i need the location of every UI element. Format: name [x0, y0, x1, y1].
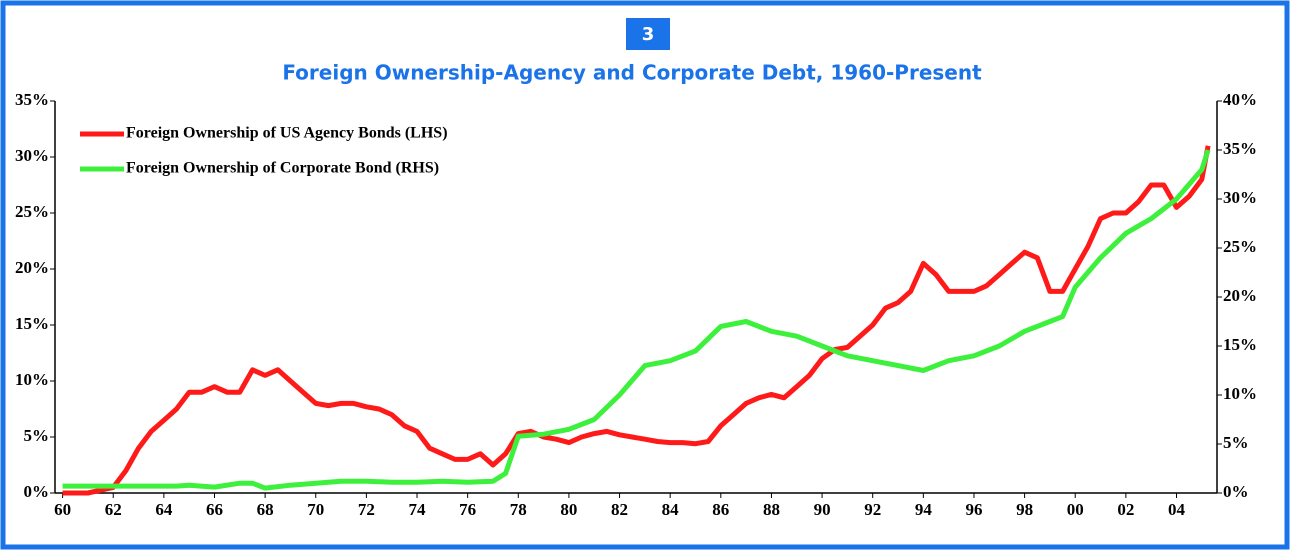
y-tick-label: 15%: [15, 314, 49, 333]
y-tick-label: 10%: [15, 370, 49, 389]
data-line: [62, 149, 1211, 491]
y-tick-label: 25%: [15, 202, 49, 221]
x-tick-label: 80: [560, 500, 577, 519]
x-tick-label: 68: [257, 500, 274, 519]
y2-tick-label: 5%: [1223, 433, 1249, 452]
x-tick-label: 62: [105, 500, 122, 519]
x-tick-label: 76: [459, 500, 476, 519]
x-tick-label: 84: [662, 500, 680, 519]
x-tick-label: 64: [155, 500, 173, 519]
y-tick-label: 5%: [24, 426, 50, 445]
y2-tick-label: 0%: [1223, 482, 1249, 501]
badge-box: [626, 18, 670, 50]
x-tick-label: 96: [965, 500, 982, 519]
y2-tick-label: 10%: [1223, 384, 1257, 403]
y2-tick-label: 30%: [1223, 188, 1257, 207]
y-tick-label: 35%: [15, 90, 49, 109]
x-tick-label: 78: [510, 500, 527, 519]
legend-label: Foreign Ownership of US Agency Bonds (LH…: [126, 125, 448, 142]
y2-tick-label: 20%: [1223, 286, 1257, 305]
x-tick-label: 88: [763, 500, 780, 519]
x-tick-label: 70: [307, 500, 324, 519]
y2-tick-label: 25%: [1223, 237, 1257, 256]
x-tick-label: 72: [358, 500, 375, 519]
y2-tick-label: 40%: [1223, 90, 1257, 109]
x-tick-label: 82: [611, 500, 628, 519]
chart-title: Foreign Ownership-Agency and Corporate D…: [282, 61, 982, 85]
y2-tick-label: 35%: [1223, 139, 1257, 158]
x-tick-label: 86: [712, 500, 729, 519]
x-tick-label: 74: [409, 500, 427, 519]
x-tick-label: 00: [1067, 500, 1084, 519]
x-tick-label: 04: [1168, 500, 1186, 519]
data-line: [62, 145, 1211, 496]
y-tick-label: 20%: [15, 258, 49, 277]
badge: 3: [642, 24, 655, 45]
legend-label: Foreign Ownership of Corporate Bond (RHS…: [126, 160, 439, 177]
y-tick-label: 0%: [24, 482, 50, 501]
x-tick-label: 98: [1016, 500, 1033, 519]
x-tick-label: 92: [864, 500, 881, 519]
x-tick-label: 90: [814, 500, 831, 519]
x-tick-label: 66: [206, 500, 223, 519]
x-tick-label: 02: [1117, 500, 1134, 519]
y-tick-label: 30%: [15, 146, 49, 165]
y2-tick-label: 15%: [1223, 335, 1257, 354]
x-tick-label: 94: [915, 500, 933, 519]
x-tick-label: 60: [54, 500, 71, 519]
